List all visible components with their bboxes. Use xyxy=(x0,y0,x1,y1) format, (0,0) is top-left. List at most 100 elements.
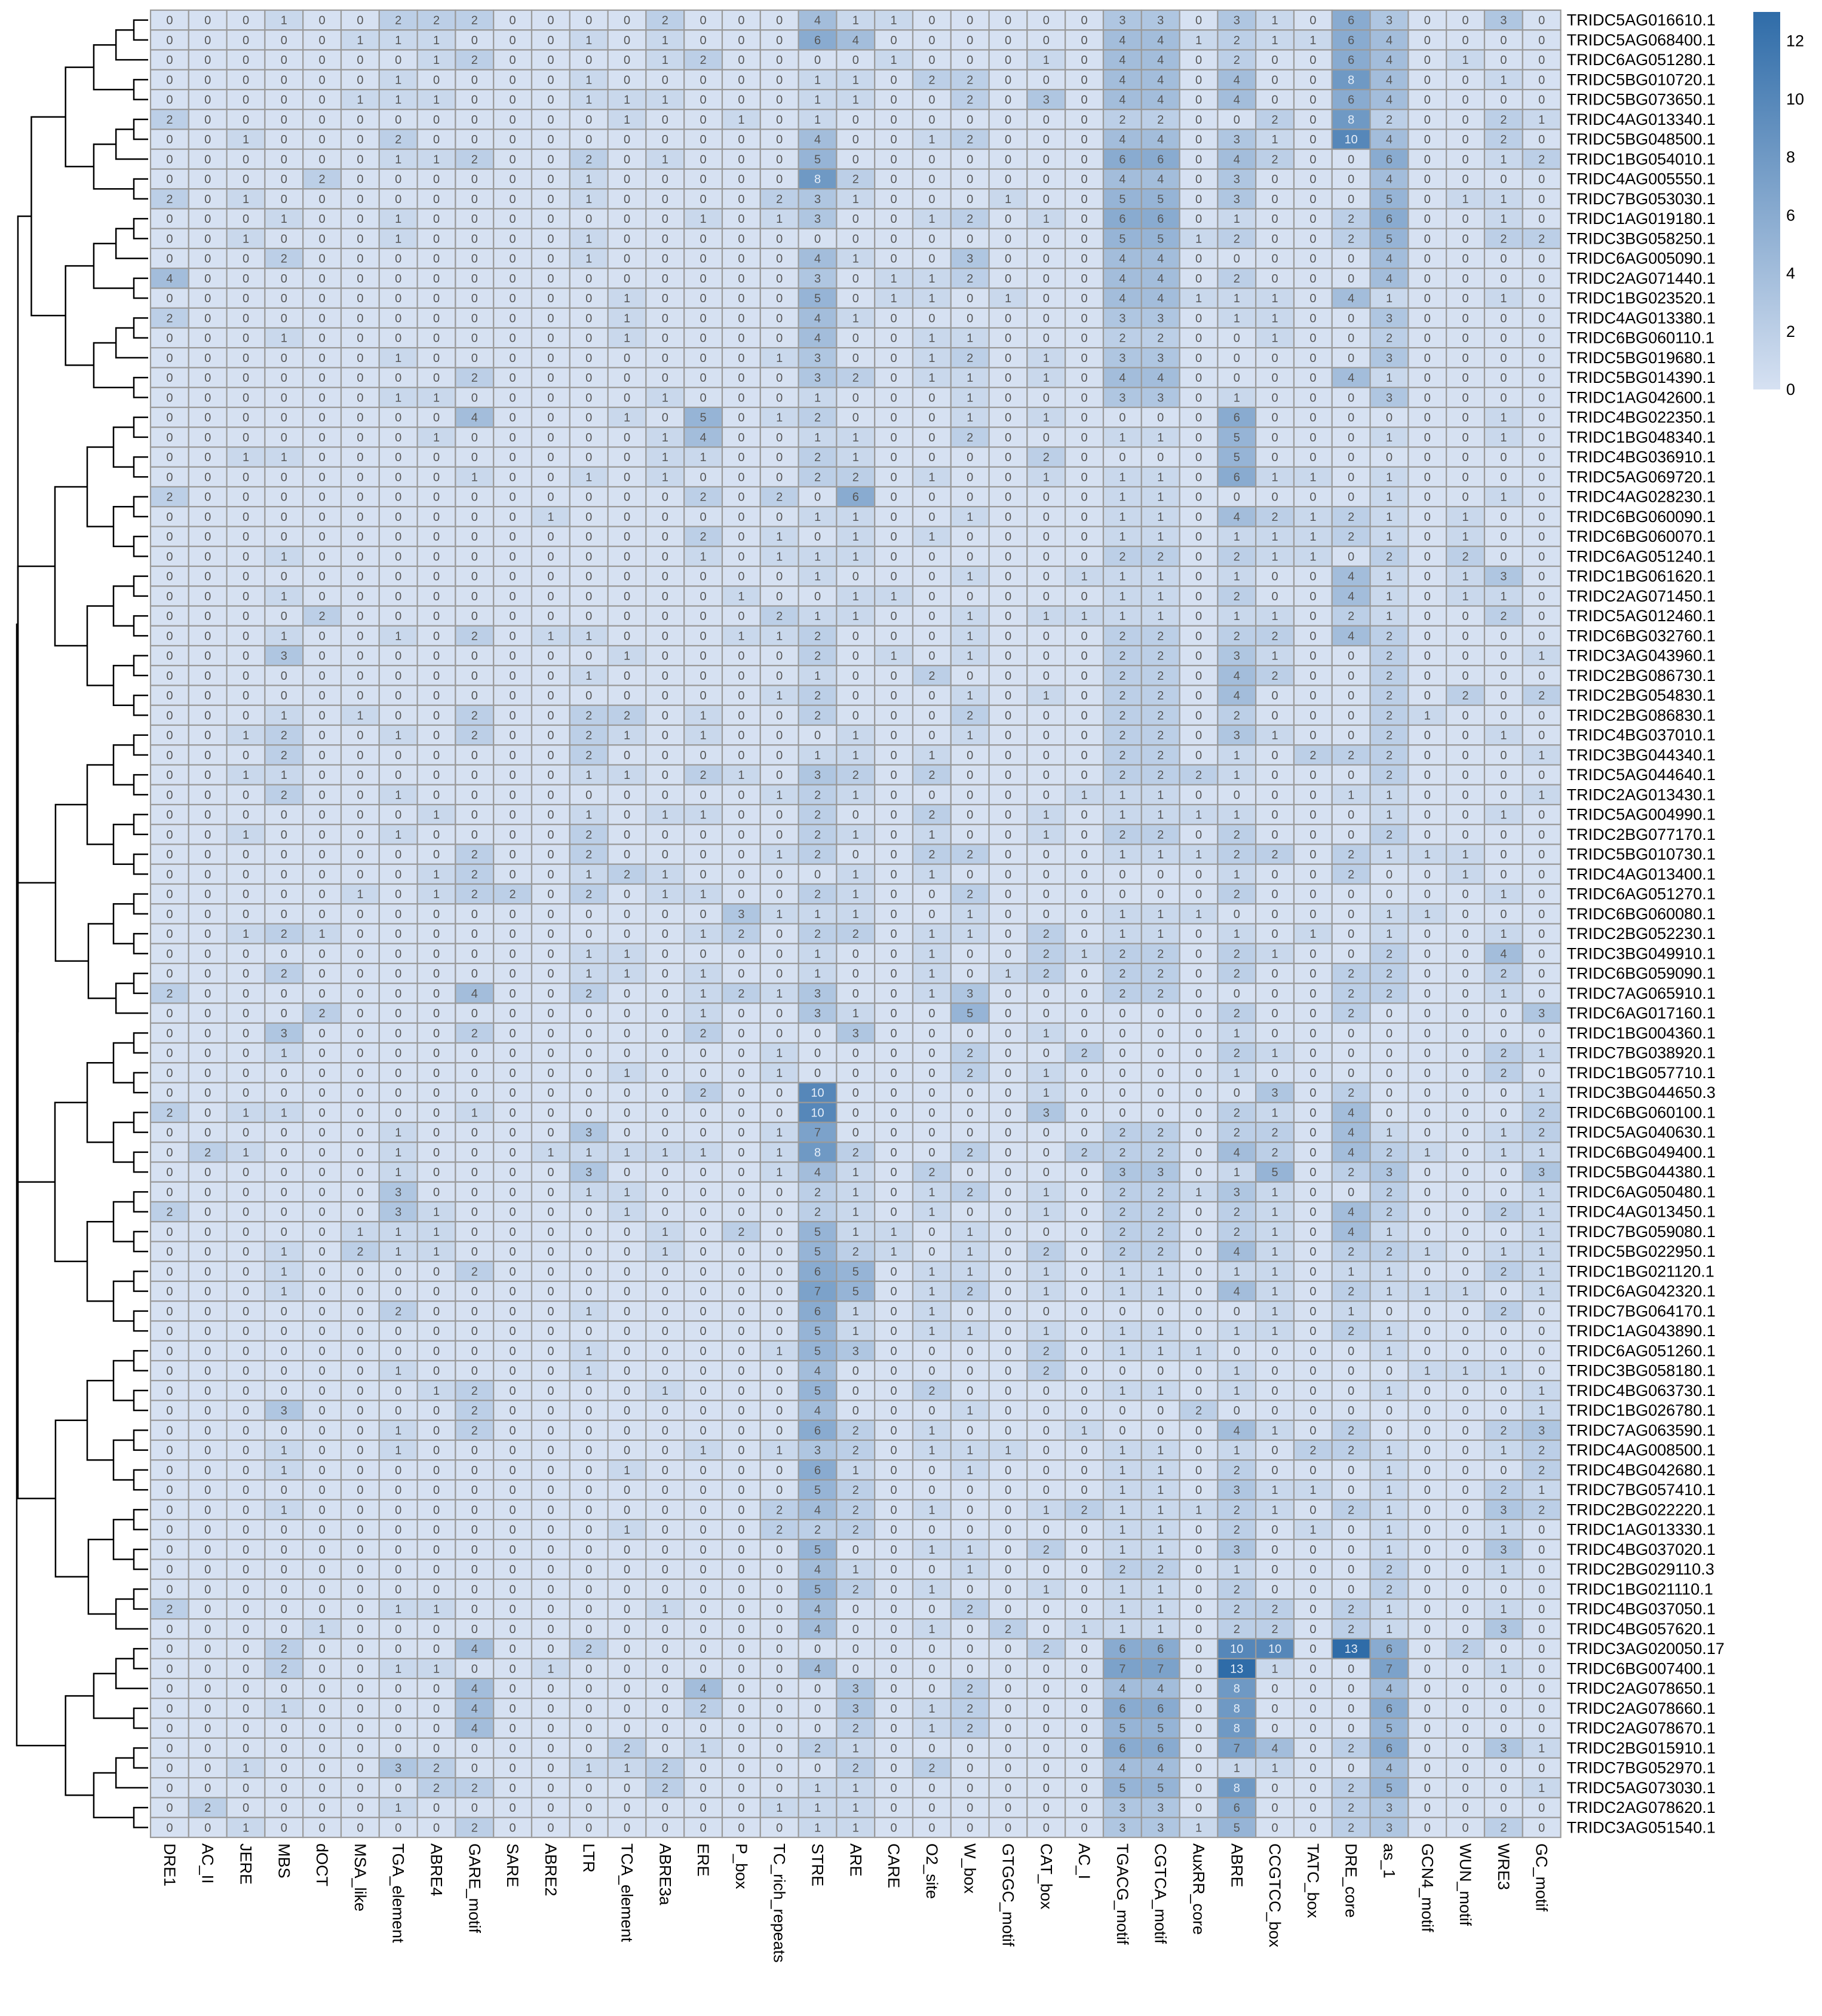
heatmap-cell xyxy=(988,148,1028,170)
cell-value-label: 1 xyxy=(967,908,973,921)
cell-value-label: 0 xyxy=(471,1067,478,1080)
dendrogram-branch xyxy=(54,803,88,962)
cell-value-label: 0 xyxy=(1119,888,1125,901)
cell-value-label: 0 xyxy=(585,372,592,385)
heatmap-cell xyxy=(188,109,228,130)
cell-value-label: 2 xyxy=(319,1007,326,1020)
cell-value-label: 0 xyxy=(891,689,897,702)
cell-value-label: 1 xyxy=(1043,1067,1050,1080)
cell-value-label: 6 xyxy=(1119,153,1125,166)
cell-value-label: 1 xyxy=(395,391,401,404)
cell-value-label: 0 xyxy=(243,908,249,921)
cell-value-label: 0 xyxy=(547,113,554,127)
cell-value-label: 0 xyxy=(1272,272,1278,286)
cell-value-label: 2 xyxy=(852,1146,859,1159)
cell-value-label: 0 xyxy=(1462,431,1469,444)
cell-value-label: 0 xyxy=(471,1285,478,1299)
cell-value-label: 0 xyxy=(1424,14,1431,27)
cell-value-label: 0 xyxy=(1081,412,1088,425)
heatmap-cell xyxy=(836,29,876,51)
cell-value-label: 0 xyxy=(1005,113,1011,127)
cell-value-label: 0 xyxy=(776,54,783,67)
heatmap-cell xyxy=(645,9,685,31)
cell-value-label: 0 xyxy=(1043,729,1050,742)
cell-value-label: 1 xyxy=(1234,530,1240,544)
cell-value-label: 0 xyxy=(814,1067,821,1080)
cell-value-label: 0 xyxy=(281,292,287,305)
cell-value-label: 0 xyxy=(700,689,707,702)
cell-value-label: 0 xyxy=(585,650,592,663)
cell-value-label: 0 xyxy=(510,788,516,802)
cell-value-label: 0 xyxy=(243,352,249,365)
cell-value-label: 0 xyxy=(1500,769,1507,782)
cell-value-label: 0 xyxy=(1272,213,1278,226)
cell-value-label: 0 xyxy=(662,1067,668,1080)
cell-value-label: 4 xyxy=(1348,630,1354,643)
cell-value-label: 0 xyxy=(776,94,783,107)
cell-value-label: 1 xyxy=(281,1106,287,1119)
cell-value-label: 0 xyxy=(928,491,935,504)
heatmap-cell xyxy=(1522,88,1562,111)
heatmap-cell xyxy=(149,109,189,130)
cell-value-label: 0 xyxy=(433,1007,440,1020)
cell-value-label: 1 xyxy=(1234,570,1240,584)
cell-value-label: 0 xyxy=(1424,153,1431,166)
cell-value-label: 0 xyxy=(166,372,173,385)
heatmap-cell xyxy=(340,109,380,130)
cell-value-label: 0 xyxy=(395,113,401,127)
cell-value-label: 0 xyxy=(1081,749,1088,762)
cell-value-label: 0 xyxy=(852,54,859,67)
cell-value-label: 0 xyxy=(281,173,287,186)
cell-value-label: 0 xyxy=(433,173,440,186)
cell-value-label: 5 xyxy=(1119,232,1125,246)
cell-value-label: 1 xyxy=(814,113,821,127)
cell-value-label: 1 xyxy=(814,610,821,623)
cell-value-label: 0 xyxy=(585,570,592,584)
cell-value-label: 0 xyxy=(967,54,973,67)
cell-value-label: 0 xyxy=(928,54,935,67)
dendrogram-branch xyxy=(112,665,134,706)
cell-value-label: 0 xyxy=(1272,352,1278,365)
cell-value-label: 0 xyxy=(585,1007,592,1020)
cell-value-label: 0 xyxy=(662,491,668,504)
cell-value-label: 0 xyxy=(1005,133,1011,146)
cell-value-label: 0 xyxy=(547,1027,554,1040)
cell-value-label: 0 xyxy=(204,908,211,921)
cell-value-label: 0 xyxy=(1043,173,1050,186)
cell-value-label: 0 xyxy=(204,1206,211,1219)
cell-value-label: 5 xyxy=(1234,431,1240,444)
cell-value-label: 0 xyxy=(204,1106,211,1119)
cell-value-label: 0 xyxy=(624,590,630,603)
cell-value-label: 0 xyxy=(510,431,516,444)
cell-value-label: 0 xyxy=(776,1265,783,1278)
cell-value-label: 4 xyxy=(1348,1127,1354,1140)
cell-value-label: 0 xyxy=(547,1127,554,1140)
cell-value-label: 0 xyxy=(700,34,707,47)
cell-value-label: 2 xyxy=(204,1146,211,1159)
cell-value-label: 0 xyxy=(1043,431,1050,444)
cell-value-label: 1 xyxy=(395,1127,401,1140)
cell-value-label: 0 xyxy=(891,1106,897,1119)
cell-value-label: 0 xyxy=(1195,630,1202,643)
cell-value-label: 0 xyxy=(1157,451,1164,464)
cell-value-label: 2 xyxy=(814,788,821,802)
cell-value-label: 0 xyxy=(585,272,592,286)
cell-value-label: 2 xyxy=(166,1206,173,1219)
cell-value-label: 0 xyxy=(585,491,592,504)
cell-value-label: 0 xyxy=(1195,650,1202,663)
cell-value-label: 0 xyxy=(433,788,440,802)
cell-value-label: 0 xyxy=(662,928,668,941)
cell-value-label: 3 xyxy=(1157,391,1164,404)
cell-value-label: 1 xyxy=(662,94,668,107)
cell-value-label: 0 xyxy=(281,947,287,961)
cell-value-label: 1 xyxy=(928,1186,935,1199)
cell-value-label: 2 xyxy=(1386,947,1392,961)
cell-value-label: 0 xyxy=(395,253,401,266)
cell-value-label: 1 xyxy=(891,54,897,67)
cell-value-label: 0 xyxy=(1005,73,1011,87)
cell-value-label: 0 xyxy=(738,14,744,27)
cell-value-label: 1 xyxy=(1272,610,1278,623)
cell-value-label: 0 xyxy=(547,213,554,226)
cell-value-label: 0 xyxy=(700,173,707,186)
cell-value-label: 1 xyxy=(776,352,783,365)
